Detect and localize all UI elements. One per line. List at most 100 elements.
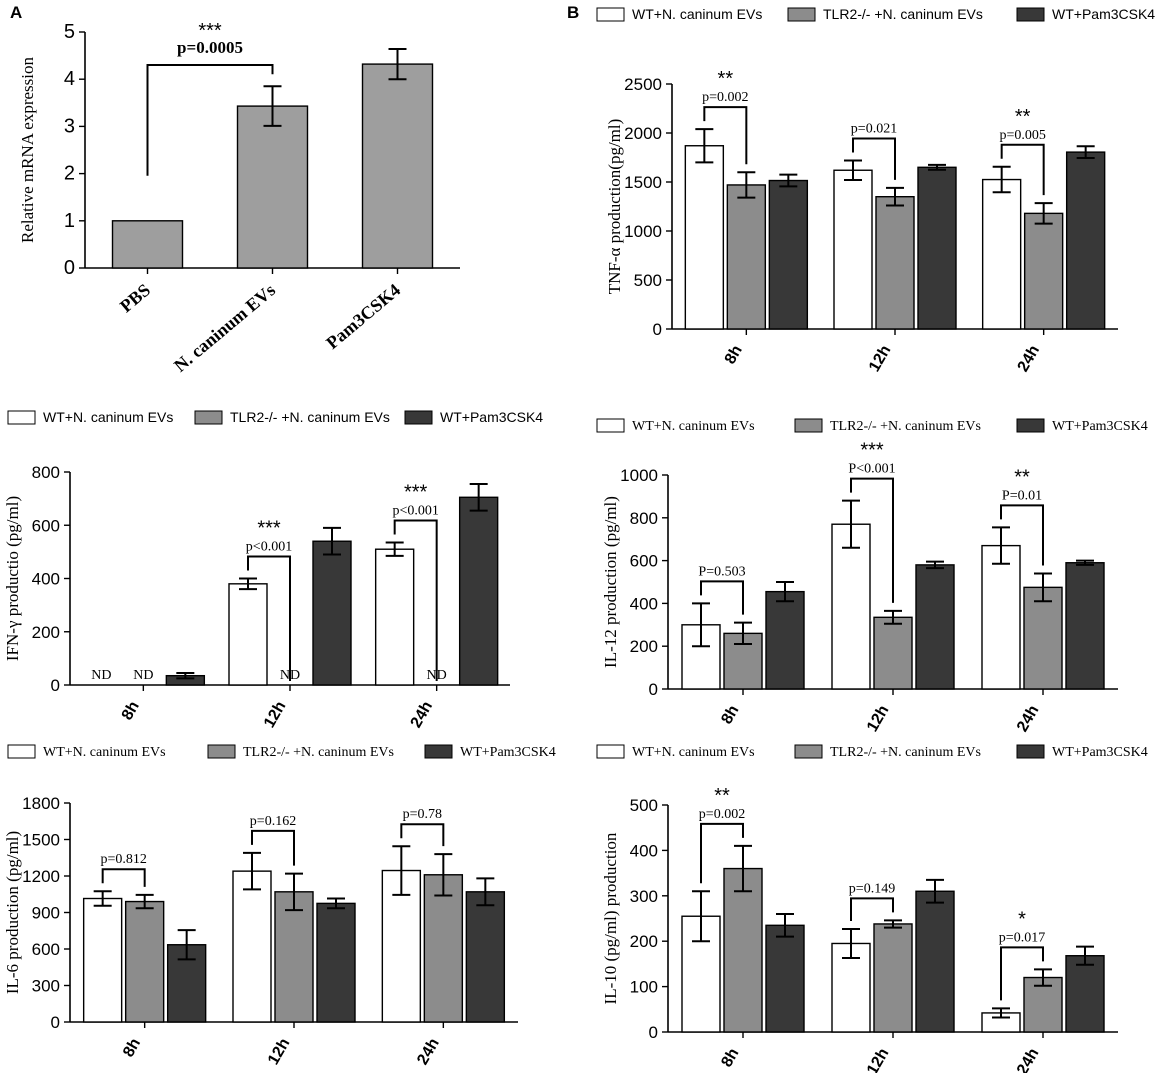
p-value-label: p=0.002	[699, 807, 745, 822]
legend-label: WT+Pam3CSK4	[460, 745, 556, 760]
y-tick-label: 800	[630, 509, 658, 528]
panel-C: WT+N. caninum EVs TLR2-/- +N. caninum EVs…	[3, 409, 543, 731]
y-axis-title: IL-6 production (pg/ml)	[3, 831, 22, 994]
p-value-label: p=0.005	[999, 128, 1045, 143]
significance-stars: **	[714, 785, 730, 807]
bar	[458, 496, 499, 686]
bar	[316, 902, 356, 1023]
panel-label: B	[567, 3, 579, 22]
bar	[361, 63, 434, 269]
bar	[274, 891, 314, 1023]
significance-stars: **	[1014, 466, 1030, 488]
significance-bracket	[700, 580, 744, 615]
legend-label: WT+N. caninum EVs	[632, 419, 755, 434]
legend-swatch	[7, 410, 36, 425]
bar	[981, 178, 1022, 330]
bar	[875, 195, 915, 330]
legend-swatch	[404, 410, 433, 425]
x-tick-label: 8h	[722, 343, 746, 368]
bar	[833, 169, 873, 330]
y-tick-label: 200	[630, 932, 658, 951]
y-axis-title: IFN-γ productio (pg/ml)	[3, 496, 22, 661]
panel-label: A	[10, 3, 22, 22]
y-tick-label: 300	[630, 887, 658, 906]
y-tick-label: 1	[64, 210, 75, 232]
legend-label: TLR2-/- +N. caninum EVs	[830, 745, 981, 760]
panel-F: WT+N. caninum EVs TLR2-/- +N. caninum EVs…	[596, 744, 1148, 1073]
significance-bracket	[393, 519, 438, 681]
p-value-label: p<0.001	[392, 504, 438, 519]
legend-swatch	[794, 744, 823, 759]
significance-stars: **	[718, 68, 734, 90]
legend-swatch	[1016, 744, 1045, 759]
x-tick-label: 12h	[864, 703, 893, 735]
bar	[82, 897, 123, 1023]
significance-bracket	[1000, 946, 1044, 1001]
bar	[723, 867, 763, 1033]
bar	[873, 923, 913, 1033]
significance-bracket	[400, 823, 445, 847]
x-tick-label: 8h	[120, 1036, 144, 1061]
bar	[684, 145, 725, 330]
bar	[915, 890, 955, 1033]
legend-swatch	[194, 410, 223, 425]
legend-label: WT+Pam3CSK4	[1052, 6, 1155, 22]
y-tick-label: 200	[32, 623, 60, 642]
bar	[312, 540, 352, 686]
p-value-label: P=0.503	[698, 564, 745, 579]
legend-swatch	[1016, 7, 1045, 22]
legend-swatch	[7, 744, 36, 759]
p-value-label: p=0.149	[849, 881, 895, 896]
legend-swatch	[596, 7, 625, 22]
significance-stars: ***	[257, 518, 281, 540]
y-tick-label: 500	[630, 796, 658, 815]
y-tick-label: 1200	[22, 867, 60, 886]
x-tick-label: 24h	[1015, 343, 1044, 375]
x-tick-label: 8h	[119, 699, 143, 724]
p-value-label: P<0.001	[848, 462, 895, 477]
bar	[228, 583, 268, 686]
bar	[465, 891, 506, 1023]
legend-label: WT+N. caninum EVs	[43, 745, 166, 760]
y-tick-label: 400	[630, 841, 658, 860]
panel-D: WT+N. caninum EVs TLR2-/- +N. caninum EVs…	[596, 418, 1148, 735]
legend-swatch	[596, 744, 625, 759]
bar	[1023, 212, 1064, 330]
y-tick-label: 2	[64, 163, 75, 185]
legend-swatch	[424, 744, 453, 759]
legend-label: WT+N. caninum EVs	[632, 745, 755, 760]
x-tick-label: 12h	[265, 1036, 294, 1068]
significance-bracket	[101, 868, 146, 887]
bar	[1065, 955, 1105, 1033]
legend-swatch	[787, 7, 816, 22]
p-value-label: p=0.002	[702, 90, 748, 105]
bar	[831, 523, 871, 690]
nd-label: ND	[133, 668, 153, 683]
bar	[765, 924, 805, 1033]
p-value-label: p=0.021	[851, 121, 897, 136]
y-tick-label: 600	[32, 940, 60, 959]
significance-bracket	[850, 897, 894, 921]
y-tick-label: 300	[32, 977, 60, 996]
significance-bracket	[700, 822, 744, 884]
y-axis-title: IL-12 production (pg/ml)	[601, 496, 620, 668]
significance-stars: ***	[198, 20, 222, 42]
y-tick-label: 5	[64, 21, 75, 43]
y-tick-label: 400	[32, 570, 60, 589]
bar	[236, 105, 309, 269]
legend-swatch	[1016, 418, 1045, 433]
x-tick-label: Pam3CSK4	[322, 280, 404, 353]
significance-bracket	[1000, 143, 1045, 196]
significance-stars: ***	[860, 440, 884, 462]
y-tick-label: 3	[64, 115, 75, 137]
y-tick-label: 200	[630, 637, 658, 656]
bar	[423, 874, 464, 1023]
p-value-label: p=0.017	[999, 930, 1045, 945]
p-value-label: p<0.001	[246, 540, 292, 555]
y-tick-label: 0	[51, 1013, 60, 1032]
legend-label: WT+Pam3CSK4	[440, 409, 543, 425]
y-tick-label: 0	[649, 1023, 658, 1042]
legend-label: TLR2-/- +N. caninum EVs	[230, 409, 390, 425]
significance-bracket	[247, 555, 291, 681]
